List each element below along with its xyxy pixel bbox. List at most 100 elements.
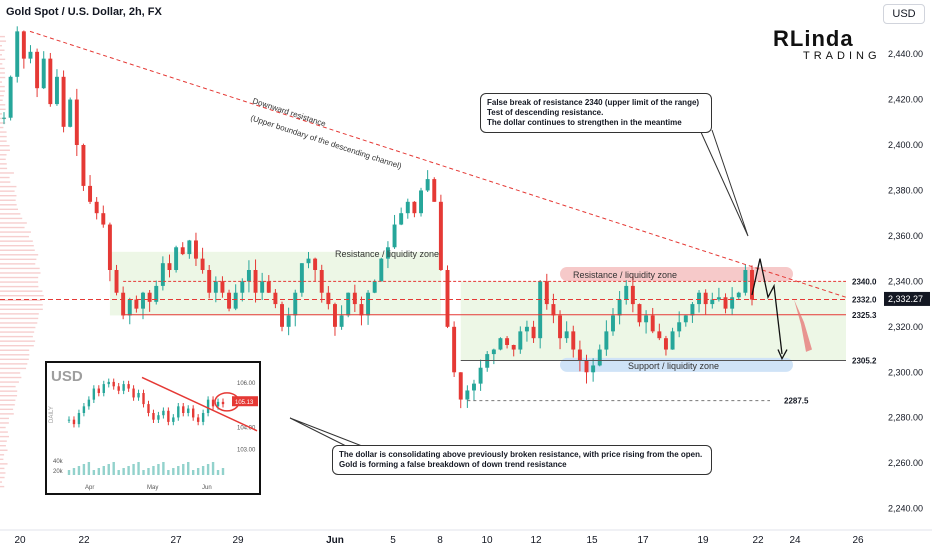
- candle-body: [412, 202, 416, 213]
- volume-profile-bar: [0, 468, 4, 469]
- inset-candle-body: [142, 393, 144, 404]
- candle-body: [141, 293, 145, 309]
- volume-profile-bar: [0, 340, 35, 341]
- volume-profile-bar: [0, 309, 43, 310]
- inset-x-tick: Apr: [85, 485, 94, 491]
- volume-profile-bar: [0, 272, 41, 273]
- volume-profile-bar: [0, 81, 2, 82]
- candle-body: [194, 240, 198, 258]
- inset-volume-bar: [98, 468, 100, 475]
- x-tick-label: 24: [789, 535, 801, 546]
- inset-candle-body: [93, 389, 95, 400]
- inset-candle-body: [83, 406, 85, 413]
- volume-profile-bar: [0, 168, 7, 169]
- candle-body: [664, 338, 668, 349]
- chart-title: Gold Spot / U.S. Dollar, 2h, FX: [6, 6, 162, 18]
- inset-last-label: 105.13: [235, 400, 254, 406]
- inset-candle-body: [167, 411, 169, 422]
- inset-volume-bar: [83, 464, 85, 475]
- volume-profile-bar: [0, 313, 39, 314]
- volume-profile-bar: [0, 104, 5, 105]
- inset-candle-body: [73, 420, 75, 424]
- inset-y-tick: 103.00: [237, 448, 256, 454]
- volume-profile-bar: [0, 195, 16, 196]
- currency-button[interactable]: USD: [883, 4, 925, 24]
- candle-body: [379, 259, 383, 282]
- candle-body: [108, 225, 112, 270]
- volume-profile-bar: [0, 263, 35, 264]
- candle-body: [48, 59, 52, 104]
- inset-volume-bar: [122, 468, 124, 475]
- inset-candle-body: [202, 413, 204, 422]
- candle-body: [452, 327, 456, 372]
- inset-volume-bar: [137, 462, 139, 475]
- inset-candle-body: [162, 411, 164, 415]
- volume-profile-bar: [0, 372, 20, 373]
- inset-candle-body: [182, 406, 184, 413]
- inset-candle-body: [197, 417, 199, 421]
- candle-body: [280, 304, 284, 327]
- candle-body: [2, 118, 6, 119]
- candle-body: [538, 281, 542, 338]
- volume-profile-bar: [0, 318, 38, 319]
- callout-bottom-line1: The dollar is consolidating above previo…: [339, 450, 705, 460]
- candle-body: [359, 304, 363, 315]
- callout-top-tail: [700, 130, 748, 236]
- y-tick-label: 2,240.00: [888, 504, 923, 514]
- volume-profile-bar: [0, 122, 5, 123]
- volume-profile-bar: [0, 136, 7, 137]
- candle-body: [505, 338, 509, 345]
- logo-main: RLinda: [773, 26, 854, 52]
- volume-profile-bar: [0, 227, 25, 228]
- candle-body: [333, 304, 337, 327]
- candle-body: [532, 327, 536, 338]
- inset-vol-label: 40k: [53, 459, 64, 465]
- candle-body: [591, 365, 595, 372]
- volume-profile-bar: [0, 100, 3, 101]
- inset-candle-body: [172, 417, 174, 421]
- volume-profile-bar: [0, 354, 29, 355]
- volume-profile-bar: [0, 390, 17, 391]
- candle-body: [148, 293, 152, 302]
- volume-profile-bar: [0, 68, 5, 69]
- inset-candle-body: [157, 415, 159, 419]
- candle-body: [174, 247, 178, 270]
- volume-profile-bar: [0, 459, 3, 460]
- candle-body: [565, 331, 569, 338]
- candle-body: [604, 331, 608, 349]
- inset-candle-body: [127, 384, 129, 388]
- candle-body: [353, 293, 357, 304]
- volume-profile-bar: [0, 322, 37, 323]
- volume-profile-bar: [0, 222, 27, 223]
- x-tick-label: 22: [78, 535, 90, 546]
- candle-body: [95, 202, 99, 213]
- x-tick-label: 8: [437, 535, 443, 546]
- x-tick-label: 22: [752, 535, 764, 546]
- candle-body: [432, 179, 436, 202]
- inset-candle-body: [207, 400, 209, 413]
- volume-profile-bar: [0, 454, 4, 455]
- candle-body: [631, 286, 635, 304]
- level-label: 2287.5: [784, 397, 809, 406]
- inset-candle-body: [212, 400, 214, 407]
- candle-body: [551, 304, 555, 315]
- inset-y-tick: 106.00: [237, 381, 256, 387]
- candle-body: [446, 270, 450, 327]
- volume-profile-bar: [0, 200, 16, 201]
- logo-sub: TRADING: [803, 50, 881, 62]
- volume-profile-bar: [0, 281, 38, 282]
- volume-profile-bar: [0, 63, 2, 64]
- candle-body: [618, 300, 622, 316]
- volume-profile-bar: [0, 286, 38, 287]
- candle-body: [690, 304, 694, 315]
- candle-body: [585, 361, 589, 372]
- candle-body: [750, 270, 754, 300]
- volume-profile-bar: [0, 409, 13, 410]
- volume-profile-bar: [0, 54, 2, 55]
- candle-body: [737, 293, 741, 298]
- volume-profile-bar: [0, 486, 4, 487]
- candle-body: [101, 213, 105, 224]
- inset-candle-body: [192, 409, 194, 418]
- x-tick-label: 27: [170, 535, 182, 546]
- volume-profile-bar: [0, 400, 15, 401]
